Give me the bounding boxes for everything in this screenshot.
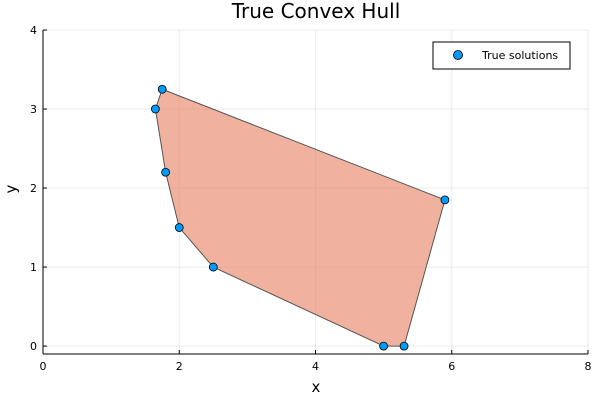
data-point — [174, 223, 184, 232]
y-tick-label: 4 — [30, 24, 37, 37]
legend-label: True solutions — [481, 49, 558, 62]
x-tick-label: 6 — [448, 360, 455, 373]
axes: 0 2 4 6 8 0 1 2 3 4 — [30, 24, 592, 373]
legend: True solutions — [432, 41, 571, 70]
x-tick-label: 2 — [176, 360, 183, 373]
data-point — [399, 341, 409, 351]
x-tick-label: 0 — [40, 360, 47, 373]
y-axis-label: y — [2, 184, 20, 193]
x-tick-label: 8 — [585, 360, 592, 373]
y-tick-label: 0 — [30, 340, 37, 353]
y-tick-label: 3 — [30, 103, 37, 116]
data-point — [151, 104, 160, 114]
data-point — [440, 195, 450, 205]
y-tick-label: 1 — [30, 261, 37, 274]
data-point — [208, 262, 218, 272]
data-point — [157, 84, 167, 94]
data-point — [379, 341, 389, 351]
x-axis-label: x — [312, 378, 321, 396]
points-layer — [151, 84, 450, 351]
data-point — [161, 167, 171, 177]
y-tick-label: 2 — [30, 182, 37, 195]
chart-title: True Convex Hull — [231, 0, 401, 23]
x-tick-label: 4 — [312, 360, 319, 373]
legend-marker — [453, 50, 463, 60]
